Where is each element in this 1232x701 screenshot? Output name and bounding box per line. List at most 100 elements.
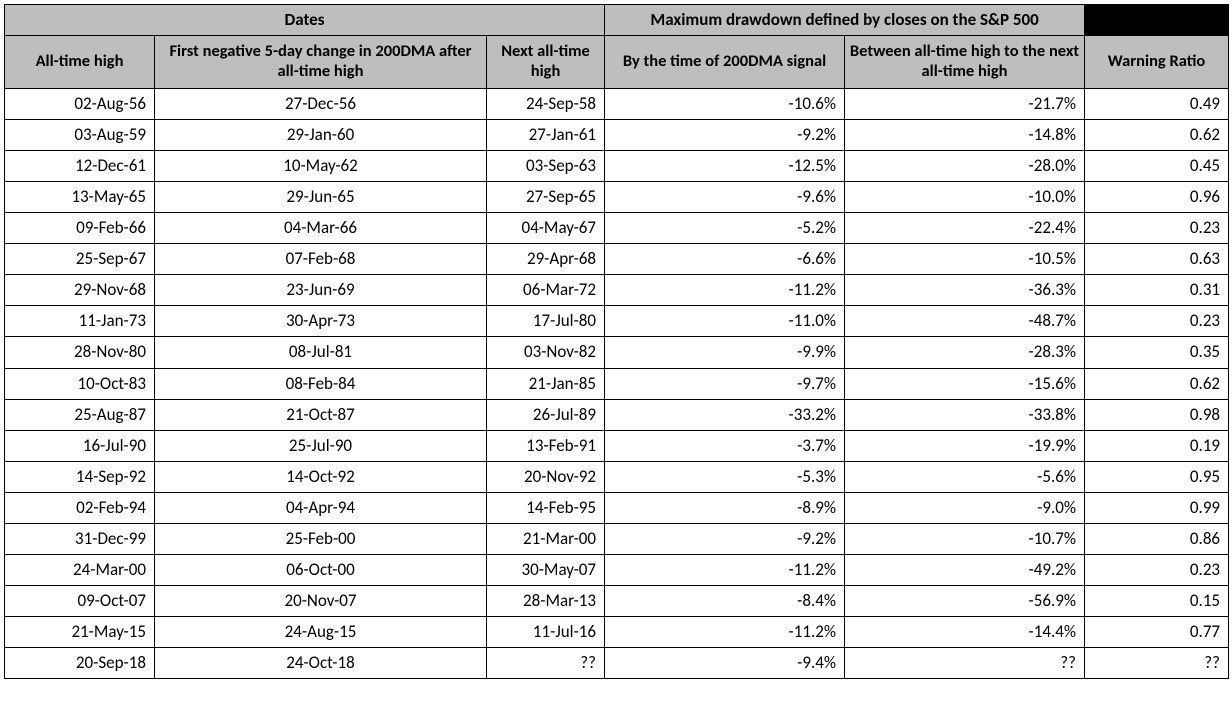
cell-dd-between: -14.4% [845, 617, 1085, 648]
header-dd-signal: By the time of 200DMA signal [605, 36, 845, 89]
cell-all-time-high: 21-May-15 [5, 617, 155, 648]
header-row-group: Dates Maximum drawdown defined by closes… [5, 5, 1229, 36]
cell-all-time-high: 31-Dec-99 [5, 524, 155, 555]
cell-first-negative: 25-Feb-00 [155, 524, 487, 555]
cell-warning-ratio: 0.49 [1085, 88, 1229, 119]
cell-dd-signal: -3.7% [605, 430, 845, 461]
cell-all-time-high: 02-Feb-94 [5, 492, 155, 523]
cell-warning-ratio: 0.96 [1085, 181, 1229, 212]
cell-all-time-high: 14-Sep-92 [5, 461, 155, 492]
cell-first-negative: 29-Jun-65 [155, 181, 487, 212]
header-all-time-high: All-time high [5, 36, 155, 89]
cell-first-negative: 29-Jan-60 [155, 119, 487, 150]
cell-warning-ratio: 0.86 [1085, 524, 1229, 555]
cell-warning-ratio: 0.23 [1085, 555, 1229, 586]
cell-dd-between: -49.2% [845, 555, 1085, 586]
cell-next-high: 27-Jan-61 [487, 119, 605, 150]
cell-next-high: 13-Feb-91 [487, 430, 605, 461]
cell-dd-signal: -11.2% [605, 555, 845, 586]
cell-warning-ratio: 0.31 [1085, 275, 1229, 306]
cell-warning-ratio: 0.62 [1085, 119, 1229, 150]
cell-dd-signal: -9.2% [605, 524, 845, 555]
cell-next-high: 17-Jul-80 [487, 306, 605, 337]
cell-all-time-high: 03-Aug-59 [5, 119, 155, 150]
cell-all-time-high: 25-Sep-67 [5, 244, 155, 275]
cell-next-high: 28-Mar-13 [487, 586, 605, 617]
cell-dd-between: -19.9% [845, 430, 1085, 461]
header-first-negative: First negative 5-day change in 200DMA af… [155, 36, 487, 89]
table-row: 25-Sep-6707-Feb-6829-Apr-68-6.6%-10.5%0.… [5, 244, 1229, 275]
cell-next-high: 14-Feb-95 [487, 492, 605, 523]
cell-dd-signal: -11.0% [605, 306, 845, 337]
cell-next-high: 03-Nov-82 [487, 337, 605, 368]
table-row: 11-Jan-7330-Apr-7317-Jul-80-11.0%-48.7%0… [5, 306, 1229, 337]
cell-dd-between: -5.6% [845, 461, 1085, 492]
cell-warning-ratio: 0.19 [1085, 430, 1229, 461]
cell-first-negative: 10-May-62 [155, 150, 487, 181]
cell-warning-ratio: 0.98 [1085, 399, 1229, 430]
cell-all-time-high: 10-Oct-83 [5, 368, 155, 399]
cell-all-time-high: 11-Jan-73 [5, 306, 155, 337]
header-blank [1085, 5, 1229, 36]
cell-first-negative: 24-Oct-18 [155, 648, 487, 679]
table-row: 14-Sep-9214-Oct-9220-Nov-92-5.3%-5.6%0.9… [5, 461, 1229, 492]
cell-dd-signal: -11.2% [605, 617, 845, 648]
table-row: 09-Oct-0720-Nov-0728-Mar-13-8.4%-56.9%0.… [5, 586, 1229, 617]
cell-all-time-high: 29-Nov-68 [5, 275, 155, 306]
cell-next-high: 29-Apr-68 [487, 244, 605, 275]
cell-first-negative: 24-Aug-15 [155, 617, 487, 648]
cell-first-negative: 27-Dec-56 [155, 88, 487, 119]
cell-dd-signal: -5.2% [605, 213, 845, 244]
table-row: 21-May-1524-Aug-1511-Jul-16-11.2%-14.4%0… [5, 617, 1229, 648]
cell-first-negative: 14-Oct-92 [155, 461, 487, 492]
cell-dd-signal: -9.6% [605, 181, 845, 212]
table-row: 31-Dec-9925-Feb-0021-Mar-00-9.2%-10.7%0.… [5, 524, 1229, 555]
header-group-dates: Dates [5, 5, 605, 36]
table-row: 02-Feb-9404-Apr-9414-Feb-95-8.9%-9.0%0.9… [5, 492, 1229, 523]
table-row: 03-Aug-5929-Jan-6027-Jan-61-9.2%-14.8%0.… [5, 119, 1229, 150]
cell-dd-between: -9.0% [845, 492, 1085, 523]
cell-next-high: 21-Jan-85 [487, 368, 605, 399]
cell-next-high: 20-Nov-92 [487, 461, 605, 492]
cell-next-high: 11-Jul-16 [487, 617, 605, 648]
drawdown-table: Dates Maximum drawdown defined by closes… [4, 4, 1229, 679]
cell-dd-signal: -9.7% [605, 368, 845, 399]
cell-dd-signal: -10.6% [605, 88, 845, 119]
cell-dd-between: -56.9% [845, 586, 1085, 617]
cell-warning-ratio: 0.45 [1085, 150, 1229, 181]
table-row: 20-Sep-1824-Oct-18??-9.4%???? [5, 648, 1229, 679]
cell-all-time-high: 16-Jul-90 [5, 430, 155, 461]
cell-dd-between: -15.6% [845, 368, 1085, 399]
cell-next-high: ?? [487, 648, 605, 679]
cell-all-time-high: 13-May-65 [5, 181, 155, 212]
cell-warning-ratio: 0.95 [1085, 461, 1229, 492]
cell-next-high: 03-Sep-63 [487, 150, 605, 181]
cell-dd-signal: -5.3% [605, 461, 845, 492]
cell-all-time-high: 12-Dec-61 [5, 150, 155, 181]
cell-warning-ratio: 0.99 [1085, 492, 1229, 523]
cell-first-negative: 20-Nov-07 [155, 586, 487, 617]
cell-all-time-high: 20-Sep-18 [5, 648, 155, 679]
cell-dd-between: -33.8% [845, 399, 1085, 430]
cell-first-negative: 08-Feb-84 [155, 368, 487, 399]
cell-dd-between: -48.7% [845, 306, 1085, 337]
cell-first-negative: 25-Jul-90 [155, 430, 487, 461]
cell-first-negative: 04-Apr-94 [155, 492, 487, 523]
cell-dd-signal: -9.9% [605, 337, 845, 368]
cell-next-high: 04-May-67 [487, 213, 605, 244]
cell-dd-between: -10.0% [845, 181, 1085, 212]
table-row: 28-Nov-8008-Jul-8103-Nov-82-9.9%-28.3%0.… [5, 337, 1229, 368]
cell-dd-between: -22.4% [845, 213, 1085, 244]
cell-next-high: 21-Mar-00 [487, 524, 605, 555]
cell-dd-between: -28.3% [845, 337, 1085, 368]
cell-warning-ratio: 0.62 [1085, 368, 1229, 399]
cell-dd-between: -10.5% [845, 244, 1085, 275]
cell-first-negative: 06-Oct-00 [155, 555, 487, 586]
table-row: 25-Aug-8721-Oct-8726-Jul-89-33.2%-33.8%0… [5, 399, 1229, 430]
cell-all-time-high: 02-Aug-56 [5, 88, 155, 119]
cell-dd-signal: -11.2% [605, 275, 845, 306]
cell-dd-between: -21.7% [845, 88, 1085, 119]
cell-warning-ratio: 0.77 [1085, 617, 1229, 648]
cell-warning-ratio: 0.15 [1085, 586, 1229, 617]
cell-next-high: 26-Jul-89 [487, 399, 605, 430]
